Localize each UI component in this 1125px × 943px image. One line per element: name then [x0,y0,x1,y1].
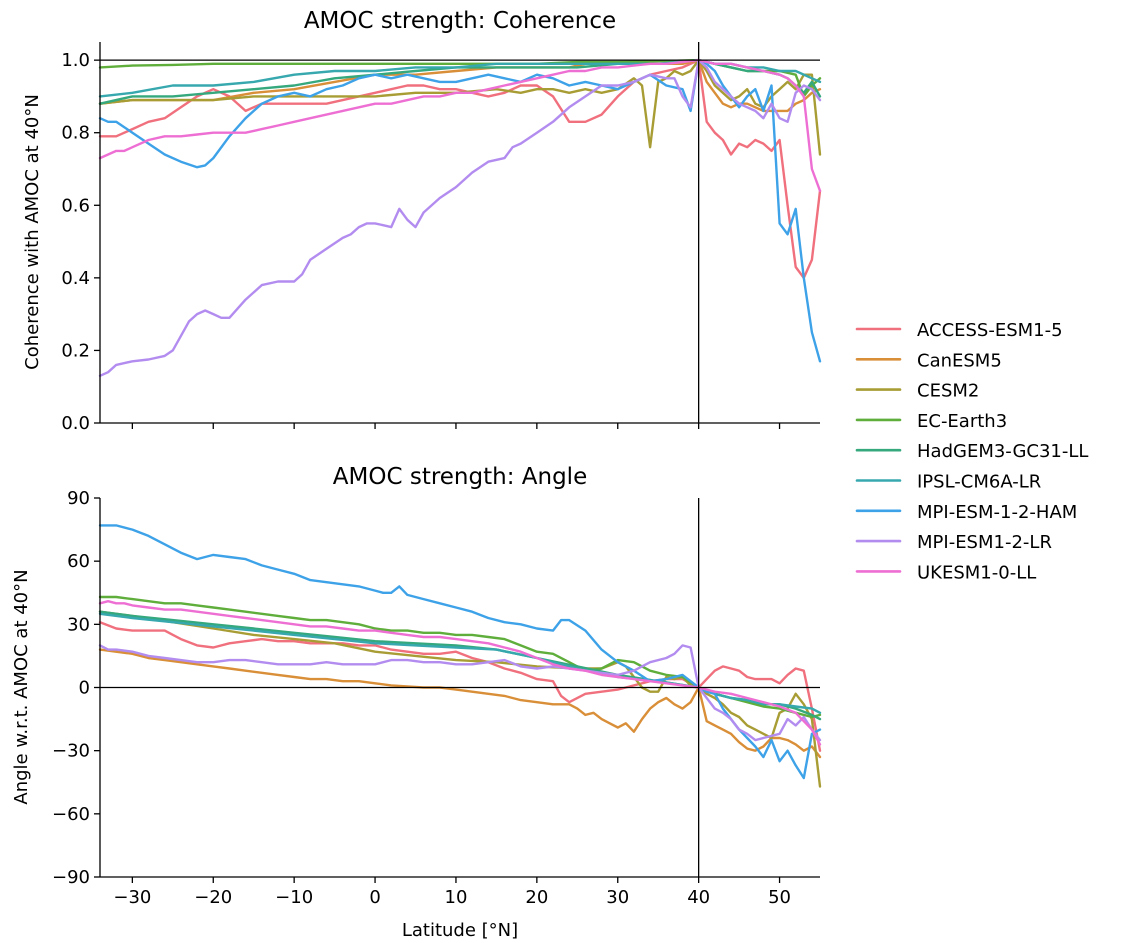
legend-label: MPI-ESM-1-2-HAM [917,502,1077,523]
xtick-label: 30 [606,887,629,908]
ytick-label: 90 [67,488,90,509]
coherence-ylabel: Coherence with AMOC at 40°N [22,94,43,370]
series-line-mpi-esm-1-2-ham [98,58,822,363]
angle-series-group [98,524,822,788]
angle-ylabel: Angle w.r.t. AMOC at 40°N [11,569,32,804]
coherence-series-group [98,58,822,377]
legend-label: MPI-ESM1-2-LR [917,532,1052,553]
angle-panel: AMOC strength: Angle −90 −60 −30 0 30 60 90 −3… [11,464,822,941]
series-line-mpi-esm1-2-lr [98,58,822,377]
ytick-label: 0.6 [61,195,90,216]
legend: ACCESS-ESM1-5 CanESM5 CESM2 EC-Earth3 HadGEM… [855,320,1088,583]
series-line-ec-earth3 [98,595,822,719]
legend-label: CanESM5 [917,350,1002,371]
angle-title: AMOC strength: Angle [333,464,587,490]
legend-label: CESM2 [917,381,979,402]
series-line-access-esm1-5 [98,621,822,752]
xtick-label: −20 [194,887,232,908]
ytick-label: −60 [52,804,90,825]
xtick-label: −30 [113,887,151,908]
ytick-label: 30 [67,614,90,635]
coherence-xticks [131,423,781,429]
series-line-access-esm1-5 [98,58,822,280]
legend-label: HadGEM3-GC31-LL [917,441,1088,462]
angle-xlabel: Latitude [°N] [402,920,518,941]
series-line-ukesm1-0-ll [98,600,822,746]
series-line-mpi-esm-1-2-ham [98,524,822,780]
ytick-label: 0 [79,678,90,699]
series-line-canesm5 [98,648,822,759]
ytick-label: 0.0 [61,413,90,434]
ytick-label: 60 [67,551,90,572]
coherence-title: AMOC strength: Coherence [304,8,616,34]
ytick-label: 0.2 [61,340,90,361]
ytick-label: −30 [52,741,90,762]
series-line-cesm2 [98,610,822,788]
angle-yticks: −90 −60 −30 0 30 60 90 [52,488,100,888]
ytick-label: 0.8 [61,123,90,144]
xtick-label: 0 [369,887,380,908]
ytick-label: 0.4 [61,268,90,289]
series-line-cesm2 [98,58,822,156]
legend-label: ACCESS-ESM1-5 [917,320,1063,341]
series-line-ipsl-cm6a-lr [98,58,822,98]
xtick-label: −10 [275,887,313,908]
ytick-label: −90 [52,867,90,888]
series-line-mpi-esm1-2-lr [98,644,822,742]
legend-label: IPSL-CM6A-LR [917,472,1041,493]
coherence-yticks: 0.0 0.2 0.4 0.6 0.8 1.0 [61,50,100,434]
xtick-label: 50 [768,887,791,908]
legend-label: EC-Earth3 [917,411,1007,432]
series-line-ukesm1-0-ll [98,58,822,193]
coherence-panel: AMOC strength: Coherence 0.0 0.2 0.4 0.6 0.8… [22,8,822,434]
series-line-ipsl-cm6a-lr [98,612,822,714]
xtick-label: 10 [445,887,468,908]
xtick-label: 20 [525,887,548,908]
ytick-label: 1.0 [61,50,90,71]
legend-label: UKESM1-0-LL [917,562,1036,583]
xtick-label: 40 [687,887,710,908]
angle-xticks: −30 −20 −10 0 10 20 30 40 50 [113,877,791,908]
